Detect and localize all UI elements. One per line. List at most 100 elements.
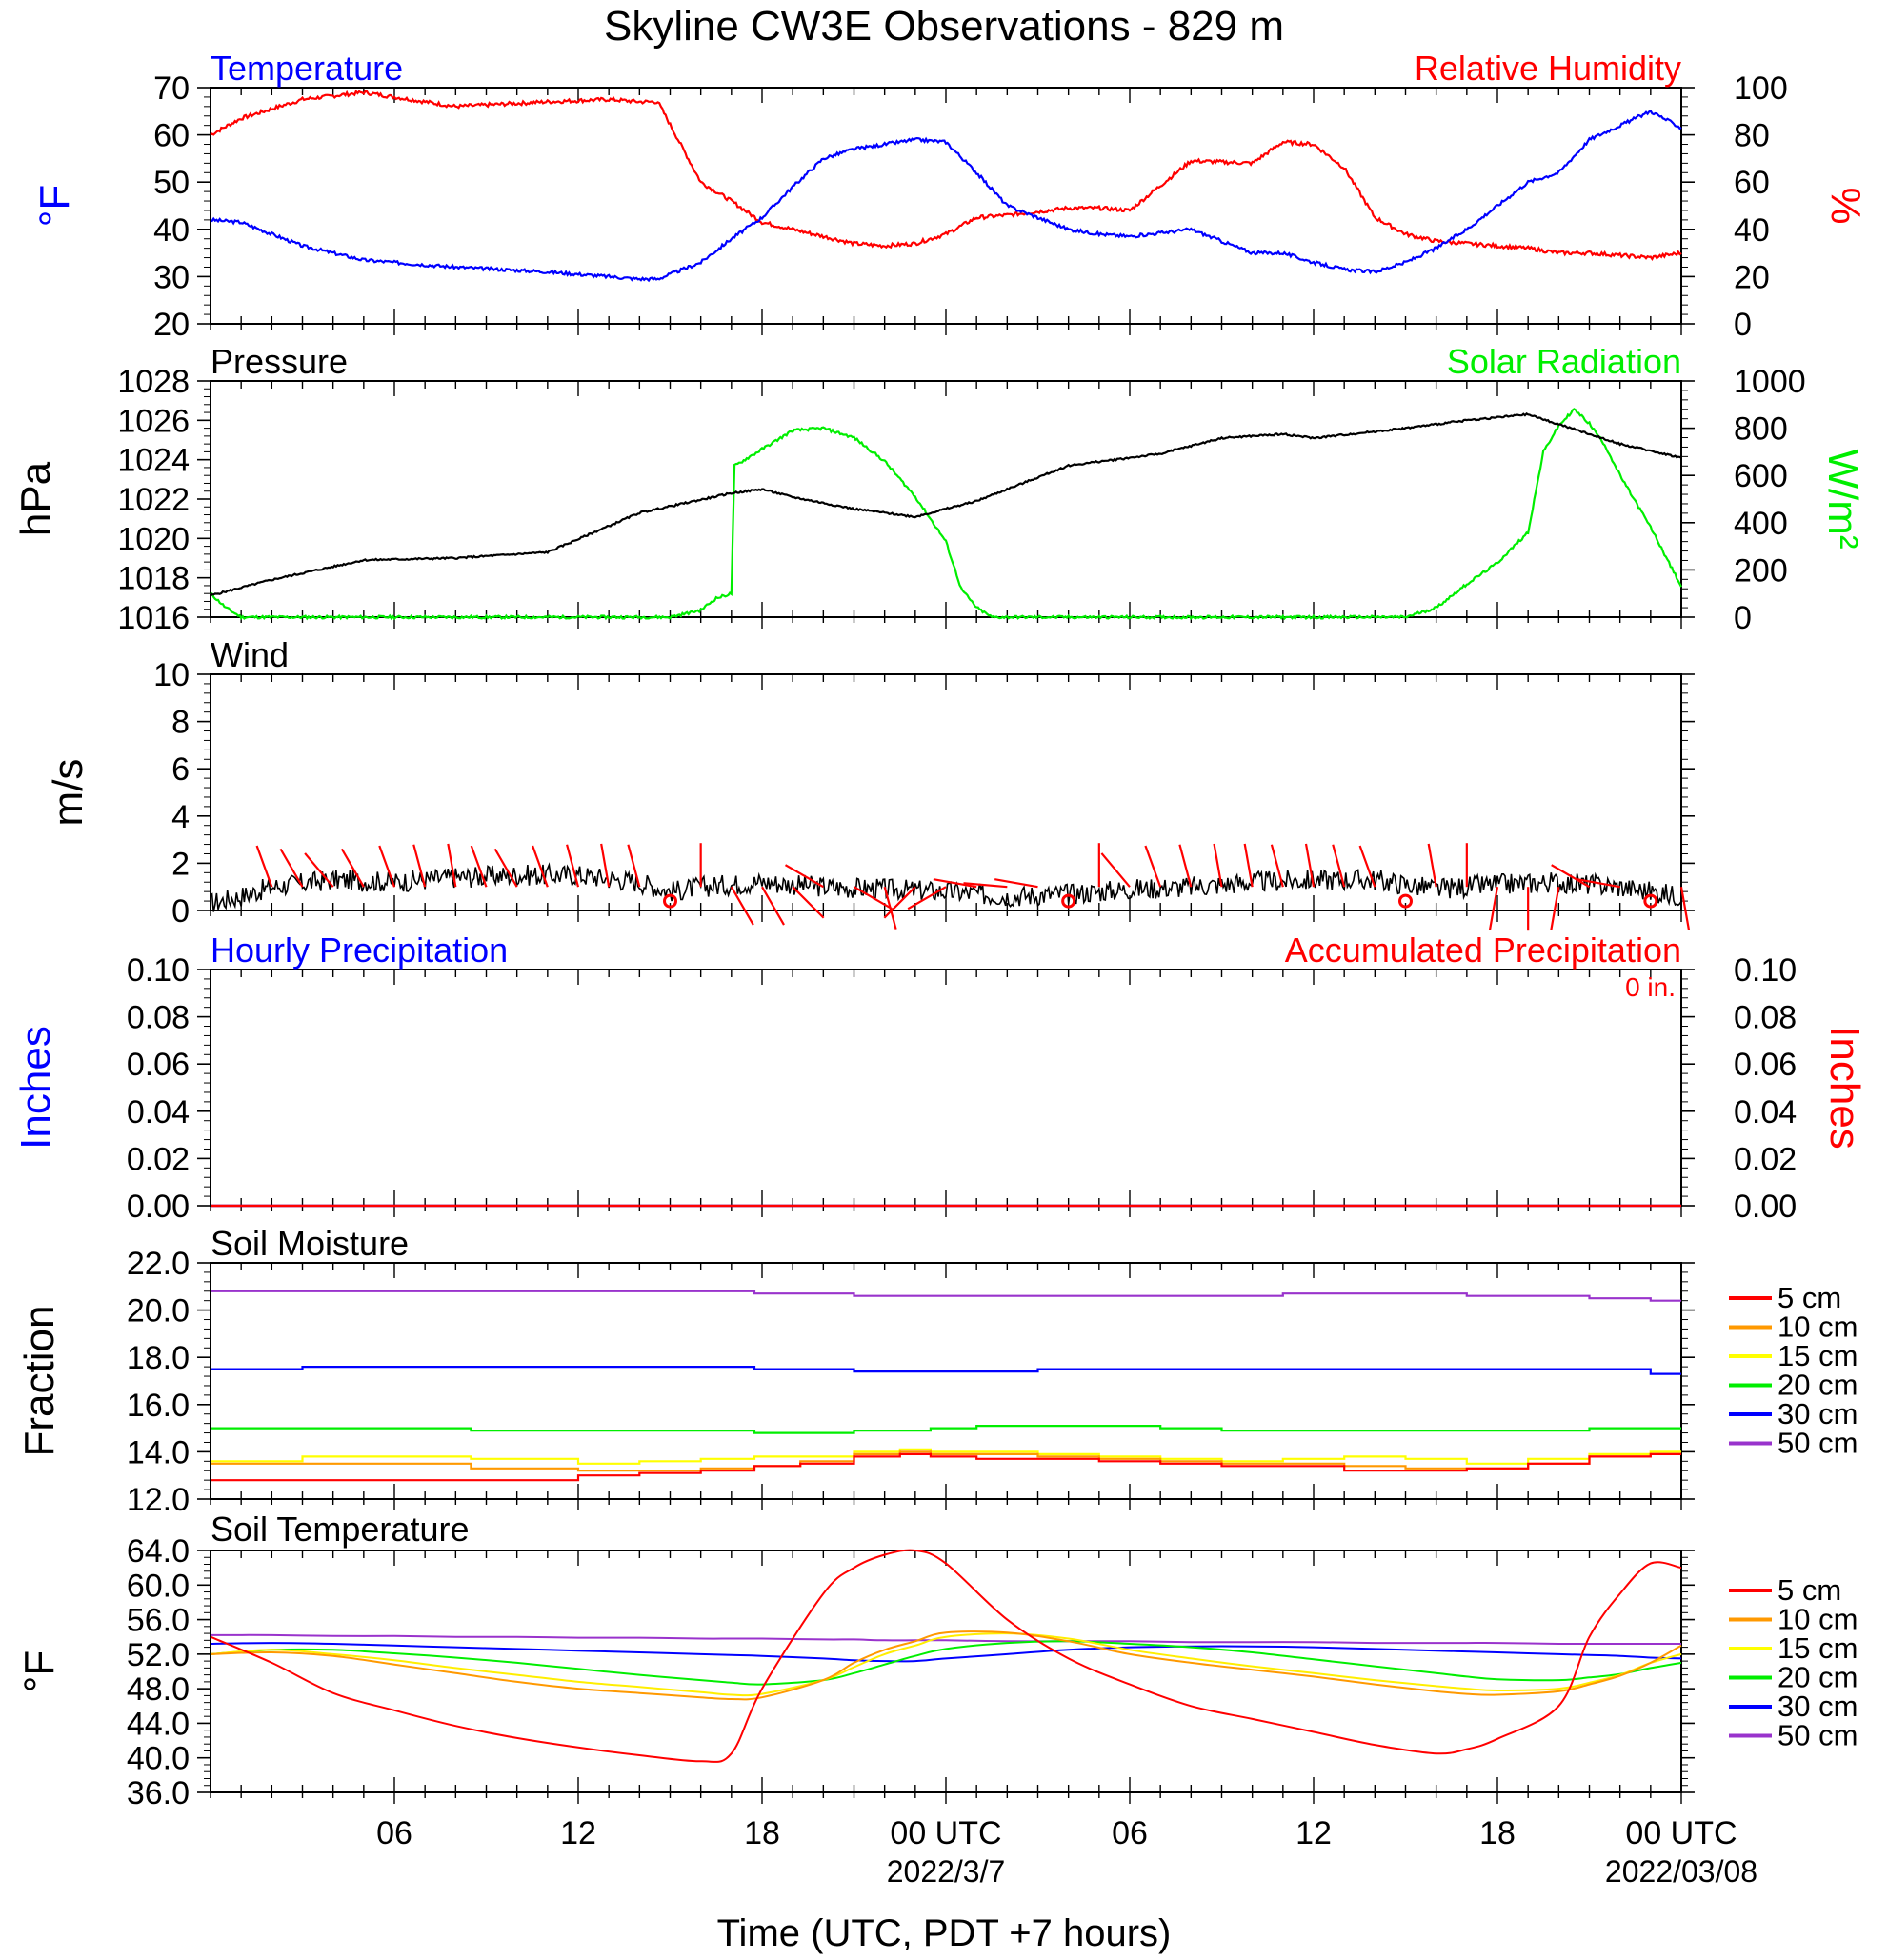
wind-barb xyxy=(600,843,611,888)
wind-barb xyxy=(1100,852,1131,888)
x-date-label: 2022/3/7 xyxy=(887,1854,1006,1889)
wind-barb xyxy=(566,844,580,888)
y-tick-label-right: 0.04 xyxy=(1734,1094,1797,1130)
wind-barb xyxy=(1551,864,1591,889)
x-tick-label: 06 xyxy=(1112,1815,1148,1851)
y-tick-label-right: 200 xyxy=(1734,552,1788,589)
wind-barb xyxy=(1488,887,1499,930)
y-tick-label-right: 600 xyxy=(1734,458,1788,494)
x-axis-label: Time (UTC, PDT +7 hours) xyxy=(717,1912,1172,1954)
legend-label: 30 cm xyxy=(1778,1397,1858,1430)
wind-barb xyxy=(1358,845,1376,888)
y-tick-label-left: 56.0 xyxy=(127,1603,190,1639)
y-tick-label-left: 1020 xyxy=(117,521,190,557)
legend-label: 50 cm xyxy=(1778,1719,1858,1752)
series-soil-moisture-10cm xyxy=(211,1450,1681,1472)
wind-barb xyxy=(627,844,641,888)
panel-title-right: Solar Radiation xyxy=(1447,342,1681,381)
y-tick-label-right: 0.00 xyxy=(1734,1189,1797,1225)
wind-barb xyxy=(1304,843,1316,888)
panel-title-left: Temperature xyxy=(211,49,403,88)
wind-barb xyxy=(1427,843,1437,888)
wind-barb xyxy=(1332,844,1346,888)
y-tick-label-right: 0 xyxy=(1734,307,1752,343)
wind-barb xyxy=(730,886,754,926)
y-tick-label-right: 1000 xyxy=(1734,364,1806,400)
y-tick-label-left: 44.0 xyxy=(127,1706,190,1742)
wind-barb xyxy=(1178,844,1193,888)
y-tick-label-left: 70 xyxy=(153,70,190,107)
wind-barb xyxy=(255,845,273,888)
y-tick-label-right: 0 xyxy=(1734,600,1752,636)
y-tick-label-left: 0.02 xyxy=(127,1141,190,1177)
y-tick-label-left: 1024 xyxy=(117,443,190,479)
series-pressure xyxy=(210,412,1682,597)
x-date-label: 2022/03/08 xyxy=(1605,1854,1757,1889)
y-tick-label-right: 40 xyxy=(1734,212,1770,249)
wind-barb xyxy=(1550,887,1560,930)
wind-barb xyxy=(883,886,916,919)
accumulated-total-annotation: 0 in. xyxy=(1625,972,1676,1002)
y-tick-label-right: 100 xyxy=(1734,70,1788,107)
series-soil-moisture-20cm xyxy=(211,1425,1681,1434)
legend-label: 15 cm xyxy=(1778,1339,1858,1372)
wind-barb xyxy=(412,844,427,888)
legend-label: 10 cm xyxy=(1778,1603,1858,1636)
panel-4: 12.0 14.0 16.0 18.0 20.0 22.0 xyxy=(127,1246,1695,1518)
calm-wind-marker xyxy=(1061,893,1076,909)
y-tick-label-right: 80 xyxy=(1734,118,1770,154)
panel-2: 0 2 4 6 8 10 xyxy=(153,657,1695,930)
wind-barb xyxy=(1679,887,1691,930)
legend-label: 30 cm xyxy=(1778,1690,1858,1723)
wind-barb xyxy=(1213,843,1223,888)
y-tick-label-right: 0.10 xyxy=(1734,952,1797,989)
y-tick-label-right: 0.06 xyxy=(1734,1047,1797,1083)
wind-barb xyxy=(792,886,825,919)
y-tick-label-left: 0.04 xyxy=(127,1094,190,1130)
panel-title-right: Relative Humidity xyxy=(1415,49,1681,88)
y-tick-label-left: 18.0 xyxy=(127,1340,190,1376)
wind-barb xyxy=(907,886,947,910)
y-tick-label-left: 20.0 xyxy=(127,1293,190,1330)
y-tick-label-right: 60 xyxy=(1734,165,1770,201)
legend-label: 5 cm xyxy=(1778,1573,1841,1607)
y-tick-label-left: 30 xyxy=(153,259,190,295)
panel-title-right: Accumulated Precipitation xyxy=(1285,930,1681,970)
y-tick-label-left: 22.0 xyxy=(127,1246,190,1282)
y-tick-label-left: 60.0 xyxy=(127,1568,190,1604)
series-soil-temp-5cm xyxy=(210,1549,1682,1763)
x-tick-label: 18 xyxy=(744,1815,780,1851)
y-tick-label-left: 1016 xyxy=(117,600,190,636)
x-tick-label: 12 xyxy=(1295,1815,1332,1851)
y-tick-label-right: 800 xyxy=(1734,411,1788,448)
y-tick-label-left: 40.0 xyxy=(127,1741,190,1777)
y-axis-label-right: Inches xyxy=(1821,1026,1868,1150)
panel-title-left: Hourly Precipitation xyxy=(211,930,508,970)
y-tick-label-left: 20 xyxy=(153,307,190,343)
y-tick-label-left: 6 xyxy=(171,751,190,788)
y-axis-label-right: % xyxy=(1822,187,1869,224)
x-axis: Time (UTC, PDT +7 hours) 06 12 18 00 UTC 06 1… xyxy=(376,1815,1757,1954)
legend-label: 20 cm xyxy=(1778,1661,1858,1694)
y-tick-label-left: 16.0 xyxy=(127,1388,190,1424)
y-tick-label-left: 1022 xyxy=(117,482,190,518)
y-tick-label-left: 50 xyxy=(153,165,190,201)
series-temperature xyxy=(210,110,1682,283)
series-solar-radiation xyxy=(210,408,1682,621)
panel-title-left: Soil Moisture xyxy=(211,1224,409,1263)
wind-barb xyxy=(1243,843,1254,888)
y-tick-label-left: 10 xyxy=(153,657,190,693)
series-soil-moisture-15cm xyxy=(211,1448,1681,1465)
y-tick-label-left: 0.08 xyxy=(127,1000,190,1036)
y-tick-label-left: 60 xyxy=(153,118,190,154)
wind-barb xyxy=(761,886,785,926)
y-tick-label-right: 0.02 xyxy=(1734,1141,1797,1177)
y-tick-label-left: 0.00 xyxy=(127,1189,190,1225)
wind-barb xyxy=(883,886,897,930)
panel-0: 20 30 40 50 60 70 0 20 40 60 80 100 xyxy=(153,70,1788,343)
panel-3: 0.00 0.02 0.04 0.06 0.08 0.10 0.00 0.02 0.04 0.06… xyxy=(127,952,1797,1225)
panel-title-left: Soil Temperature xyxy=(211,1510,469,1549)
